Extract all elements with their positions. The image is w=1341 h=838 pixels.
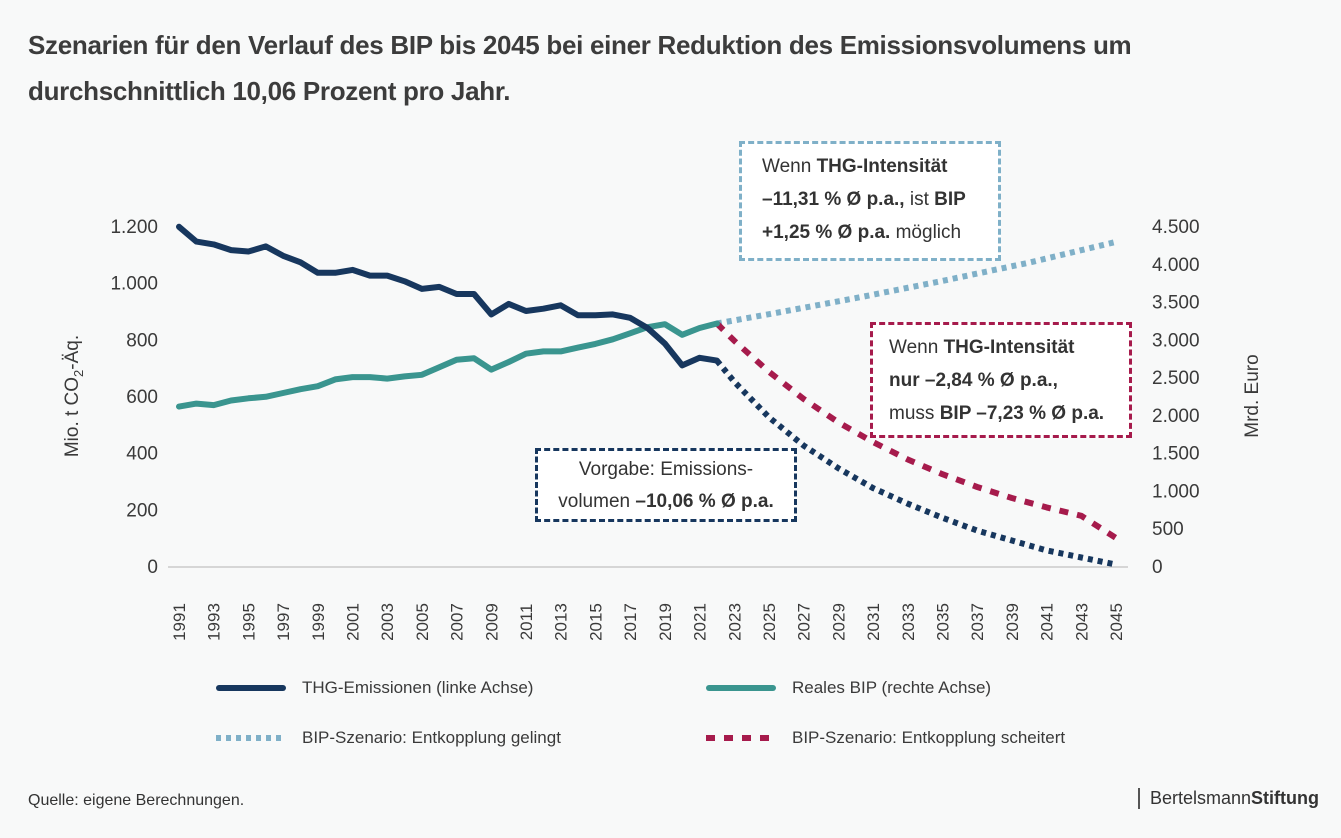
x-tick-label: 1999 xyxy=(309,603,328,641)
annotation-text: BIP xyxy=(934,189,966,210)
x-tick-label: 2011 xyxy=(517,604,536,641)
y-axis-title: Mio. t CO2-Äq. xyxy=(62,335,86,457)
x-tick-label: 2021 xyxy=(691,603,710,641)
annotation-line: Wenn THG-Intensität xyxy=(889,331,1111,364)
x-tick-label: 1997 xyxy=(274,603,293,641)
x-tick-label: 2001 xyxy=(344,603,363,641)
x-tick-label: 1991 xyxy=(170,603,189,641)
x-tick-label: 2041 xyxy=(1038,603,1057,641)
series-line-0 xyxy=(176,223,720,369)
y2-tick-label: 2.500 xyxy=(1152,368,1200,389)
annotation-failure-scenario: Wenn THG-Intensität nur –2,84 % Ø p.a., mu… xyxy=(870,322,1132,438)
annotation-text: Wenn xyxy=(889,337,944,358)
y2-tick-label: 4.500 xyxy=(1152,217,1200,238)
legend-label: BIP-Szenario: Entkopplung gelingt xyxy=(302,728,561,747)
legend-swatch xyxy=(706,735,776,741)
annotation-text: nur –2,84 % Ø p.a., xyxy=(889,370,1058,391)
x-tick-label: 2013 xyxy=(552,603,571,641)
chart-title: Szenarien für den Verlauf des BIP bis 20… xyxy=(28,30,1132,106)
annotation-emission-target: Vorgabe: Emissions-volumen –10,06 % Ø p.… xyxy=(535,448,797,522)
x-tick-label: 2043 xyxy=(1072,603,1091,641)
y2-tick-label: 2.000 xyxy=(1152,406,1200,427)
legend-swatch xyxy=(216,735,286,741)
annotation-text: BIP –7,23 % Ø p.a. xyxy=(939,403,1105,424)
annotation-success-scenario: Wenn THG-Intensität –11,31 % Ø p.a., ist … xyxy=(739,141,1001,261)
annotation-text: +1,25 % Ø p.a. xyxy=(762,222,891,243)
series-line-2 xyxy=(716,238,1117,327)
annotation-line: muss BIP –7,23 % Ø p.a. xyxy=(889,397,1111,430)
x-tick-label: 2031 xyxy=(864,603,883,641)
x-tick-label: 2003 xyxy=(378,603,397,641)
source-note: Quelle: eigene Berechnungen. xyxy=(28,792,245,809)
brand-light: Bertelsmann xyxy=(1149,788,1252,808)
legend-label: Reales BIP (rechte Achse) xyxy=(792,678,992,697)
y-tick-label: 800 xyxy=(126,330,158,351)
y2-axis-title: Mrd. Euro xyxy=(1242,354,1263,437)
series-line-3 xyxy=(714,321,1118,541)
annotation-text: möglich xyxy=(890,222,962,243)
y2-tick-label: 1.000 xyxy=(1152,481,1200,502)
x-tick-label: 2033 xyxy=(899,603,918,641)
y2-tick-label: 3.000 xyxy=(1152,330,1200,351)
x-tick-label: 2009 xyxy=(482,603,501,641)
x-tick-label: 2007 xyxy=(448,603,467,641)
y-tick-label: 1.000 xyxy=(110,274,158,295)
x-tick-label: 2017 xyxy=(621,603,640,641)
y-tick-label: 0 xyxy=(147,557,158,578)
legend-item: BIP-Szenario: Entkopplung gelingt xyxy=(216,728,561,748)
x-tick-label: 2029 xyxy=(829,603,848,641)
y-tick-label: 400 xyxy=(126,444,158,465)
y2-tick-label: 500 xyxy=(1152,519,1184,540)
x-tick-label: 2037 xyxy=(968,603,987,641)
x-tick-label: 2039 xyxy=(1003,603,1022,641)
legend-label: BIP-Szenario: Entkopplung scheitert xyxy=(792,728,1066,747)
y-tick-label: 1.200 xyxy=(110,217,158,238)
y2-tick-label: 1.500 xyxy=(1152,444,1200,465)
annotation-line: Vorgabe: Emissions- xyxy=(544,454,788,486)
annotation-text: muss xyxy=(889,403,940,424)
x-tick-label: 2035 xyxy=(933,603,952,641)
x-tick-label: 2027 xyxy=(795,603,814,641)
x-tick-label: 1993 xyxy=(205,603,224,641)
legend-swatch xyxy=(706,685,776,691)
annotation-line: volumen –10,06 % Ø p.a. xyxy=(544,486,788,518)
series-line-4 xyxy=(714,358,1117,568)
x-tick-label: 2005 xyxy=(413,603,432,641)
y2-tick-label: 4.000 xyxy=(1152,255,1200,276)
y2-tick-label: 3.500 xyxy=(1152,293,1200,314)
axes: 0 200 400 600 800 1.000 1.200 0 500 1.000 1.500 2.0… xyxy=(62,217,1263,641)
brand-logo: BertelsmannStiftung xyxy=(1137,788,1319,809)
annotation-line: –11,31 % Ø p.a., ist BIP xyxy=(762,183,980,216)
x-tick-label: 2015 xyxy=(586,603,605,641)
legend-label: THG-Emissionen (linke Achse) xyxy=(302,678,534,697)
series-lines xyxy=(176,223,1118,568)
annotation-text: volumen xyxy=(558,491,636,512)
legend-item: THG-Emissionen (linke Achse) xyxy=(216,678,533,698)
legend-swatch xyxy=(216,685,286,691)
annotation-text: Wenn xyxy=(762,156,817,177)
annotation-text: –10,06 % Ø p.a. xyxy=(635,491,774,512)
legend-item: Reales BIP (rechte Achse) xyxy=(706,678,991,698)
annotation-text: –11,31 % Ø p.a., xyxy=(762,189,905,210)
x-tick-label: 2025 xyxy=(760,603,779,641)
legend-item: BIP-Szenario: Entkopplung scheitert xyxy=(706,728,1065,748)
annotation-line: Wenn THG-Intensität xyxy=(762,150,980,183)
x-tick-label: 2023 xyxy=(725,603,744,641)
annotation-text: ist xyxy=(904,189,935,210)
annotation-text: Vorgabe: Emissions- xyxy=(578,459,754,480)
y2-tick-label: 0 xyxy=(1152,557,1163,578)
x-tick-label: 2019 xyxy=(656,603,675,641)
series-line-1 xyxy=(176,320,720,410)
annotation-text: THG-Intensität xyxy=(943,337,1075,358)
y-tick-label: 600 xyxy=(126,387,158,408)
x-tick-label: 2045 xyxy=(1107,603,1126,641)
y-tick-label: 200 xyxy=(126,500,158,521)
annotation-line: +1,25 % Ø p.a. möglich xyxy=(762,216,980,249)
annotation-text: THG-Intensität xyxy=(816,156,948,177)
annotation-line: nur –2,84 % Ø p.a., xyxy=(889,364,1111,397)
x-tick-label: 1995 xyxy=(239,603,258,641)
brand-bold: Stiftung xyxy=(1251,788,1319,808)
